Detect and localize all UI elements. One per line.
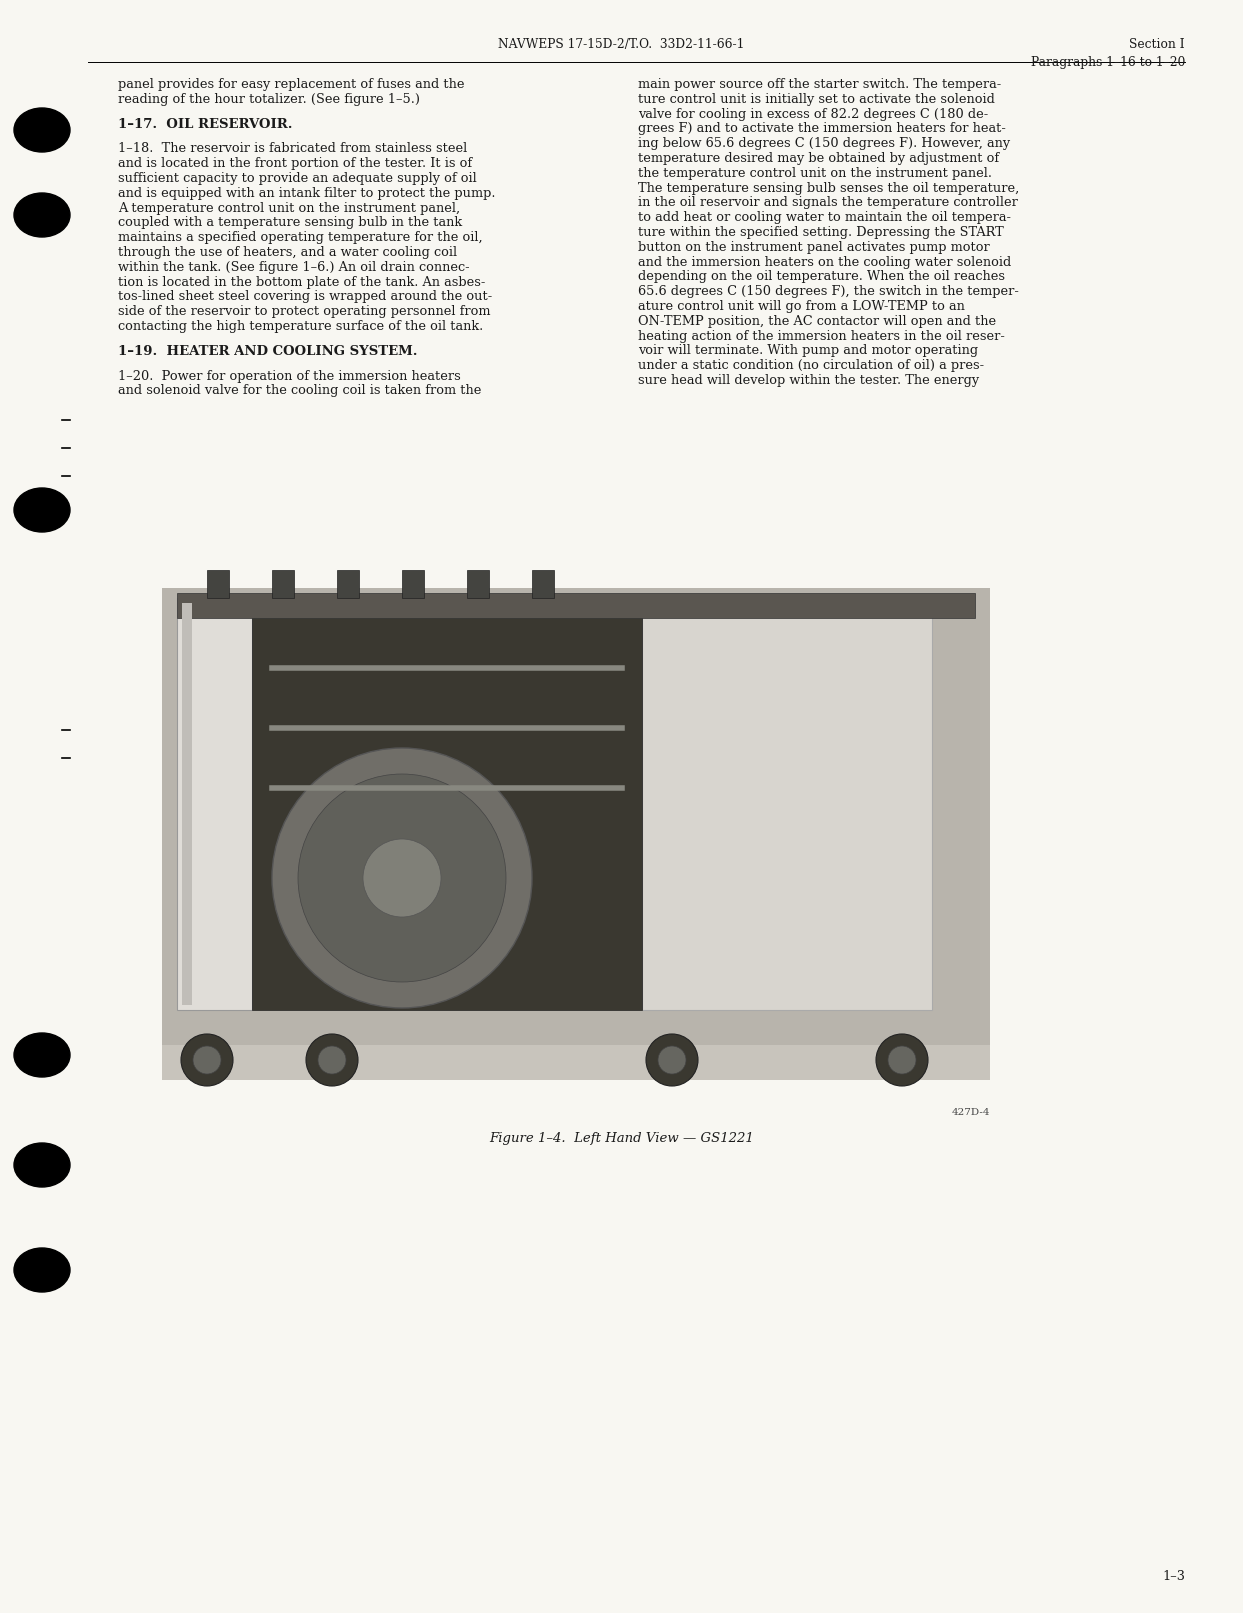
- Text: ON-TEMP position, the AC contactor will open and the: ON-TEMP position, the AC contactor will …: [638, 315, 996, 327]
- Ellipse shape: [318, 1045, 346, 1074]
- Text: Paragraphs 1–16 to 1–20: Paragraphs 1–16 to 1–20: [1030, 56, 1185, 69]
- Ellipse shape: [272, 748, 532, 1008]
- Ellipse shape: [306, 1034, 358, 1086]
- Text: tion is located in the bottom plate of the tank. An asbes-: tion is located in the bottom plate of t…: [118, 276, 485, 289]
- Text: NAVWEPS 17-15D-2/T.O.  33D2-11-66-1: NAVWEPS 17-15D-2/T.O. 33D2-11-66-1: [498, 39, 745, 52]
- Text: 1–18.  The reservoir is fabricated from stainless steel: 1–18. The reservoir is fabricated from s…: [118, 142, 467, 155]
- Text: Section I: Section I: [1130, 39, 1185, 52]
- Text: 1–20.  Power for operation of the immersion heaters: 1–20. Power for operation of the immersi…: [118, 369, 461, 382]
- Text: grees F) and to activate the immersion heaters for heat-: grees F) and to activate the immersion h…: [638, 123, 1006, 135]
- Ellipse shape: [658, 1045, 686, 1074]
- Text: temperature desired may be obtained by adjustment of: temperature desired may be obtained by a…: [638, 152, 999, 165]
- Text: panel provides for easy replacement of fuses and the: panel provides for easy replacement of f…: [118, 77, 465, 90]
- Text: heating action of the immersion heaters in the oil reser-: heating action of the immersion heaters …: [638, 329, 1004, 342]
- Bar: [337, 569, 359, 598]
- Text: 1–3: 1–3: [1162, 1569, 1185, 1582]
- Text: button on the instrument panel activates pump motor: button on the instrument panel activates…: [638, 240, 989, 253]
- Text: tos-lined sheet steel covering is wrapped around the out-: tos-lined sheet steel covering is wrappe…: [118, 290, 492, 303]
- Ellipse shape: [14, 1144, 70, 1187]
- Bar: [181, 603, 191, 1005]
- Bar: [208, 569, 229, 598]
- Bar: [532, 569, 554, 598]
- Text: ature control unit will go from a LOW-TEMP to an: ature control unit will go from a LOW-TE…: [638, 300, 965, 313]
- Text: in the oil reservoir and signals the temperature controller: in the oil reservoir and signals the tem…: [638, 197, 1018, 210]
- Bar: [162, 589, 989, 1081]
- Bar: [401, 569, 424, 598]
- Text: coupled with a temperature sensing bulb in the tank: coupled with a temperature sensing bulb …: [118, 216, 462, 229]
- Ellipse shape: [14, 1032, 70, 1077]
- Text: within the tank. (See figure 1–6.) An oil drain connec-: within the tank. (See figure 1–6.) An oi…: [118, 261, 470, 274]
- Text: and is located in the front portion of the tester. It is of: and is located in the front portion of t…: [118, 156, 472, 171]
- Text: valve for cooling in excess of 82.2 degrees C (180 de-: valve for cooling in excess of 82.2 degr…: [638, 108, 988, 121]
- Ellipse shape: [14, 108, 70, 152]
- Ellipse shape: [298, 774, 506, 982]
- Ellipse shape: [363, 839, 441, 918]
- Text: through the use of heaters, and a water cooling coil: through the use of heaters, and a water …: [118, 247, 457, 260]
- Bar: [467, 569, 488, 598]
- Text: and solenoid valve for the cooling coil is taken from the: and solenoid valve for the cooling coil …: [118, 384, 481, 397]
- Text: and the immersion heaters on the cooling water solenoid: and the immersion heaters on the cooling…: [638, 255, 1012, 269]
- Ellipse shape: [888, 1045, 916, 1074]
- Bar: [177, 598, 252, 1010]
- Text: maintains a specified operating temperature for the oil,: maintains a specified operating temperat…: [118, 231, 482, 244]
- Text: reading of the hour totalizer. (See figure 1–5.): reading of the hour totalizer. (See figu…: [118, 94, 420, 106]
- Text: Figure 1–4.  Left Hand View — GS1221: Figure 1–4. Left Hand View — GS1221: [490, 1132, 753, 1145]
- Text: A temperature control unit on the instrument panel,: A temperature control unit on the instru…: [118, 202, 460, 215]
- Ellipse shape: [193, 1045, 221, 1074]
- Ellipse shape: [646, 1034, 699, 1086]
- Bar: [641, 598, 932, 1010]
- Bar: [162, 1045, 989, 1081]
- Text: sufficient capacity to provide an adequate supply of oil: sufficient capacity to provide an adequa…: [118, 173, 477, 185]
- Ellipse shape: [181, 1034, 232, 1086]
- Bar: [272, 569, 295, 598]
- Bar: [177, 594, 975, 618]
- Bar: [252, 598, 641, 1010]
- Text: under a static condition (no circulation of oil) a pres-: under a static condition (no circulation…: [638, 360, 984, 373]
- Text: The temperature sensing bulb senses the oil temperature,: The temperature sensing bulb senses the …: [638, 182, 1019, 195]
- Text: ing below 65.6 degrees C (150 degrees F). However, any: ing below 65.6 degrees C (150 degrees F)…: [638, 137, 1011, 150]
- Ellipse shape: [14, 489, 70, 532]
- Ellipse shape: [876, 1034, 929, 1086]
- Text: main power source off the starter switch. The tempera-: main power source off the starter switch…: [638, 77, 1002, 90]
- Text: 427D-4: 427D-4: [951, 1108, 989, 1116]
- Text: to add heat or cooling water to maintain the oil tempera-: to add heat or cooling water to maintain…: [638, 211, 1011, 224]
- Text: and is equipped with an intank filter to protect the pump.: and is equipped with an intank filter to…: [118, 187, 496, 200]
- Text: ture control unit is initially set to activate the solenoid: ture control unit is initially set to ac…: [638, 94, 994, 106]
- Text: 1–19.  HEATER AND COOLING SYSTEM.: 1–19. HEATER AND COOLING SYSTEM.: [118, 345, 418, 358]
- Text: ture within the specified setting. Depressing the START: ture within the specified setting. Depre…: [638, 226, 1004, 239]
- Text: contacting the high temperature surface of the oil tank.: contacting the high temperature surface …: [118, 319, 484, 332]
- Text: side of the reservoir to protect operating personnel from: side of the reservoir to protect operati…: [118, 305, 491, 318]
- Text: 65.6 degrees C (150 degrees F), the switch in the temper-: 65.6 degrees C (150 degrees F), the swit…: [638, 286, 1019, 298]
- Ellipse shape: [14, 1248, 70, 1292]
- Text: the temperature control unit on the instrument panel.: the temperature control unit on the inst…: [638, 166, 992, 179]
- Ellipse shape: [14, 194, 70, 237]
- Text: depending on the oil temperature. When the oil reaches: depending on the oil temperature. When t…: [638, 271, 1006, 284]
- Text: voir will terminate. With pump and motor operating: voir will terminate. With pump and motor…: [638, 345, 978, 358]
- Text: 1–17.  OIL RESERVOIR.: 1–17. OIL RESERVOIR.: [118, 118, 292, 131]
- Text: sure head will develop within the tester. The energy: sure head will develop within the tester…: [638, 374, 979, 387]
